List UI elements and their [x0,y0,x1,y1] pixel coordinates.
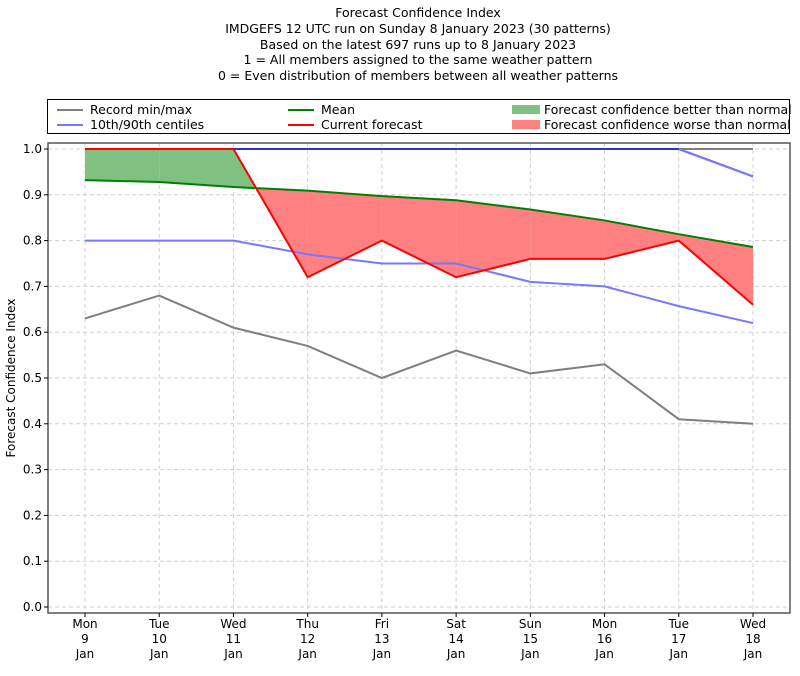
fill-worse-than-normal [381,196,457,278]
x-tick-label: Jan [446,647,466,661]
legend-item-current: Current forecast [288,117,422,132]
x-tick-label: 15 [523,632,538,646]
x-tick-label: 16 [597,632,612,646]
x-tick-label: Jan [372,647,392,661]
y-tick-label: 0.5 [23,371,42,385]
x-tick-label: Jan [75,647,95,661]
x-tick-label: Sun [519,617,542,631]
legend: Record min/max 10th/90th centiles Mean C… [47,99,792,134]
x-tick-label: Mon [72,617,97,631]
x-tick-label: 17 [671,632,686,646]
x-tick-label: Jan [743,647,763,661]
legend-label: Mean [321,102,356,117]
y-tick-label: 0.3 [23,463,42,477]
legend-label: Forecast confidence better than normal [544,102,792,117]
legend-item-record: Record min/max [57,102,192,117]
y-axis: 0.0 0.1 0.2 0.3 0.4 0.5 0.6 0.7 0.8 0.9 1.0 [23,142,48,614]
confidence-fills [85,149,753,305]
x-tick-label: Jan [149,647,169,661]
legend-item-better: Forecast confidence better than normal [512,102,792,117]
fill-better-than-normal [85,149,160,182]
y-tick-label: 0.2 [23,508,42,522]
x-tick-label: Tue [148,617,170,631]
x-tick-label: Jan [223,647,243,661]
chart-title: Forecast Confidence Index IMDGEFS 12 UTC… [0,5,800,84]
series-line-current-forecast [85,148,754,306]
fill-worse-than-normal [530,209,605,259]
series-line-mean [84,179,754,248]
x-tick-label: 12 [300,632,315,646]
y-tick-label: 0.4 [23,417,42,431]
y-tick-label: 0.1 [23,554,42,568]
title-line: 1 = All members assigned to the same wea… [243,52,593,68]
series-line-10th-centile [85,239,754,325]
series-segment-90th-centile [678,148,754,178]
x-tick-label: Mon [592,617,617,631]
x-tick-label: Wed [740,617,766,631]
legend-label: Forecast confidence worse than normal [544,117,791,132]
x-tick-label: 9 [81,632,89,646]
legend-swatch [512,105,540,114]
legend-swatch [57,108,83,111]
x-tick-label: Jan [297,647,317,661]
legend-swatch [512,120,540,129]
y-tick-label: 0.0 [23,600,42,614]
x-tick-label: Jan [520,647,540,661]
legend-swatch [288,123,314,126]
x-tick-label: Jan [594,647,614,661]
x-tick-label: Tue [668,617,690,631]
x-tick-label: Wed [220,617,246,631]
x-tick-label: 11 [226,632,241,646]
title-line: Based on the latest 697 runs up to 8 Jan… [259,36,577,52]
x-tick-label: 18 [745,632,760,646]
y-tick-label: 1.0 [23,142,42,156]
fill-worse-than-normal [678,234,753,305]
legend-item-mean: Mean [288,102,355,117]
series-line-record-min [84,294,754,425]
x-tick-label: 10 [152,632,167,646]
x-tick-label: 14 [448,632,463,646]
title-line: IMDGEFS 12 UTC run on Sunday 8 January 2… [225,20,611,36]
x-tick-label: 13 [374,632,389,646]
legend-item-centiles: 10th/90th centiles [57,117,204,132]
y-tick-label: 0.8 [23,234,42,248]
y-axis-label: Forecast Confidence Index [4,299,18,458]
x-tick-label: Fri [375,617,389,631]
x-tick-label: Sat [446,617,466,631]
x-tick-label: Jan [669,647,689,661]
fill-worse-than-normal [604,220,679,259]
fill-better-than-normal [159,149,234,188]
fill-worse-than-normal [307,190,382,278]
series-lines [84,148,754,425]
y-tick-label: 0.6 [23,325,42,339]
legend-item-worse: Forecast confidence worse than normal [512,117,791,132]
legend-label: Record min/max [90,102,193,117]
legend-swatch [57,123,83,126]
title-line: Forecast Confidence Index [335,5,501,20]
legend-label: 10th/90th centiles [90,117,205,132]
legend-swatch [288,108,314,111]
y-tick-label: 0.7 [23,279,42,293]
legend-label: Current forecast [321,117,423,132]
fill-worse-than-normal [456,200,531,278]
y-tick-label: 0.9 [23,188,42,202]
x-axis: Mon9JanTue10JanWed11JanThu12JanFri13JanS… [72,613,766,661]
x-tick-label: Thu [295,617,319,631]
title-line: 0 = Even distribution of members between… [217,68,619,84]
